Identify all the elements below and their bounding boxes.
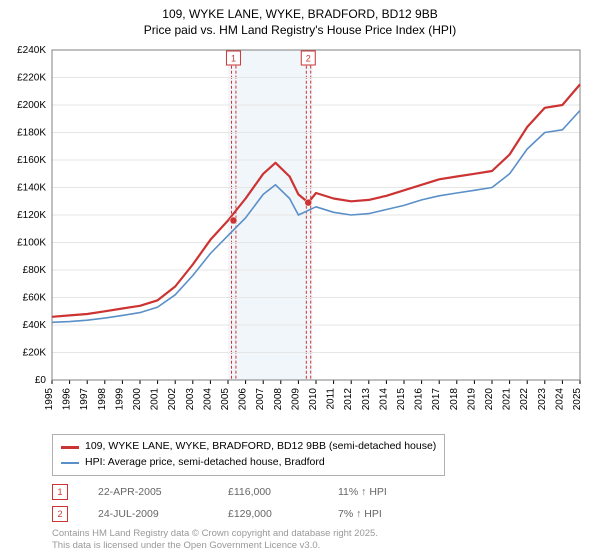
x-tick-label: 1998 [97, 388, 108, 411]
x-tick-label: 2024 [554, 388, 565, 411]
x-tick-label: 2017 [431, 388, 442, 411]
series-hpi [52, 111, 580, 323]
x-tick-label: 2003 [185, 388, 196, 411]
legend-swatch [61, 462, 79, 464]
x-tick-label: 2008 [273, 388, 284, 411]
x-tick-label: 1997 [79, 388, 90, 411]
y-tick-label: £0 [35, 375, 47, 386]
legend-row: HPI: Average price, semi-detached house,… [61, 455, 436, 471]
footer-line-2: This data is licensed under the Open Gov… [52, 540, 600, 552]
title-line-2: Price paid vs. HM Land Registry's House … [0, 22, 600, 38]
sale-price: £129,000 [228, 508, 308, 520]
legend-label: HPI: Average price, semi-detached house,… [85, 455, 325, 471]
legend-swatch [61, 446, 79, 449]
x-tick-label: 2010 [308, 388, 319, 411]
sale-row: 2 24-JUL-2009 £129,000 7% ↑ HPI [52, 506, 600, 522]
x-tick-label: 2021 [502, 388, 513, 411]
legend: 109, WYKE LANE, WYKE, BRADFORD, BD12 9BB… [52, 434, 445, 476]
y-tick-label: £160K [17, 155, 46, 166]
x-tick-label: 2020 [484, 388, 495, 411]
series-property [52, 85, 580, 317]
legend-label: 109, WYKE LANE, WYKE, BRADFORD, BD12 9BB… [85, 439, 436, 455]
x-tick-label: 2025 [572, 388, 583, 411]
footer-attribution: Contains HM Land Registry data © Crown c… [52, 528, 600, 553]
x-tick-label: 2011 [326, 388, 337, 410]
sale-table: 1 22-APR-2005 £116,000 11% ↑ HPI 2 24-JUL-200… [52, 484, 600, 522]
x-tick-label: 2013 [361, 388, 372, 411]
y-tick-label: £200K [17, 100, 46, 111]
y-tick-label: £240K [17, 45, 46, 56]
y-tick-label: £100K [17, 238, 46, 249]
x-tick-label: 1995 [44, 388, 55, 411]
sale-point [230, 217, 237, 224]
x-tick-label: 2014 [378, 388, 389, 411]
x-tick-label: 2002 [167, 388, 178, 411]
x-tick-label: 2015 [396, 388, 407, 411]
y-tick-label: £60K [23, 293, 47, 304]
sale-point [305, 200, 312, 207]
x-tick-label: 2023 [537, 388, 548, 411]
x-tick-label: 2016 [414, 388, 425, 411]
sale-delta: 11% ↑ HPI [338, 486, 438, 498]
y-tick-label: £220K [17, 73, 46, 84]
y-tick-label: £140K [17, 183, 46, 194]
x-tick-label: 1996 [62, 388, 73, 411]
line-chart: £0 £20K £40K £60K £80K £100K £120K £140K £160K £1… [0, 38, 600, 428]
y-tick-label: £80K [23, 265, 47, 276]
y-tick-label: £20K [23, 348, 47, 359]
sale-date: 22-APR-2005 [98, 486, 198, 498]
sale-marker: 2 [52, 506, 68, 522]
x-tick-label: 2004 [202, 388, 213, 411]
x-tick-label: 1999 [114, 388, 125, 411]
footer-line-1: Contains HM Land Registry data © Crown c… [52, 528, 600, 540]
x-tick-label: 2009 [290, 388, 301, 411]
legend-row: 109, WYKE LANE, WYKE, BRADFORD, BD12 9BB… [61, 439, 436, 455]
sale-callout-1: 1 [231, 54, 236, 64]
x-tick-label: 2018 [449, 388, 460, 411]
sale-price: £116,000 [228, 486, 308, 498]
y-tick-label: £180K [17, 128, 46, 139]
x-tick-label: 2012 [343, 388, 354, 411]
x-tick-label: 2007 [255, 388, 266, 411]
sale-marker: 1 [52, 484, 68, 500]
x-tick-label: 2005 [220, 388, 231, 411]
chart-area: £0 £20K £40K £60K £80K £100K £120K £140K £160K £1… [0, 38, 600, 428]
sale-delta: 7% ↑ HPI [338, 508, 438, 520]
x-tick-label: 2006 [238, 388, 249, 411]
sale-callout-2: 2 [306, 54, 311, 64]
sale-date: 24-JUL-2009 [98, 508, 198, 520]
x-tick-label: 2000 [132, 388, 143, 411]
x-tick-label: 2001 [150, 388, 161, 411]
y-tick-label: £40K [23, 320, 47, 331]
y-tick-label: £120K [17, 210, 46, 221]
chart-title: 109, WYKE LANE, WYKE, BRADFORD, BD12 9BB… [0, 0, 600, 38]
x-tick-label: 2019 [466, 388, 477, 411]
x-tick-label: 2022 [519, 388, 530, 411]
sale-row: 1 22-APR-2005 £116,000 11% ↑ HPI [52, 484, 600, 500]
title-line-1: 109, WYKE LANE, WYKE, BRADFORD, BD12 9BB [0, 6, 600, 22]
